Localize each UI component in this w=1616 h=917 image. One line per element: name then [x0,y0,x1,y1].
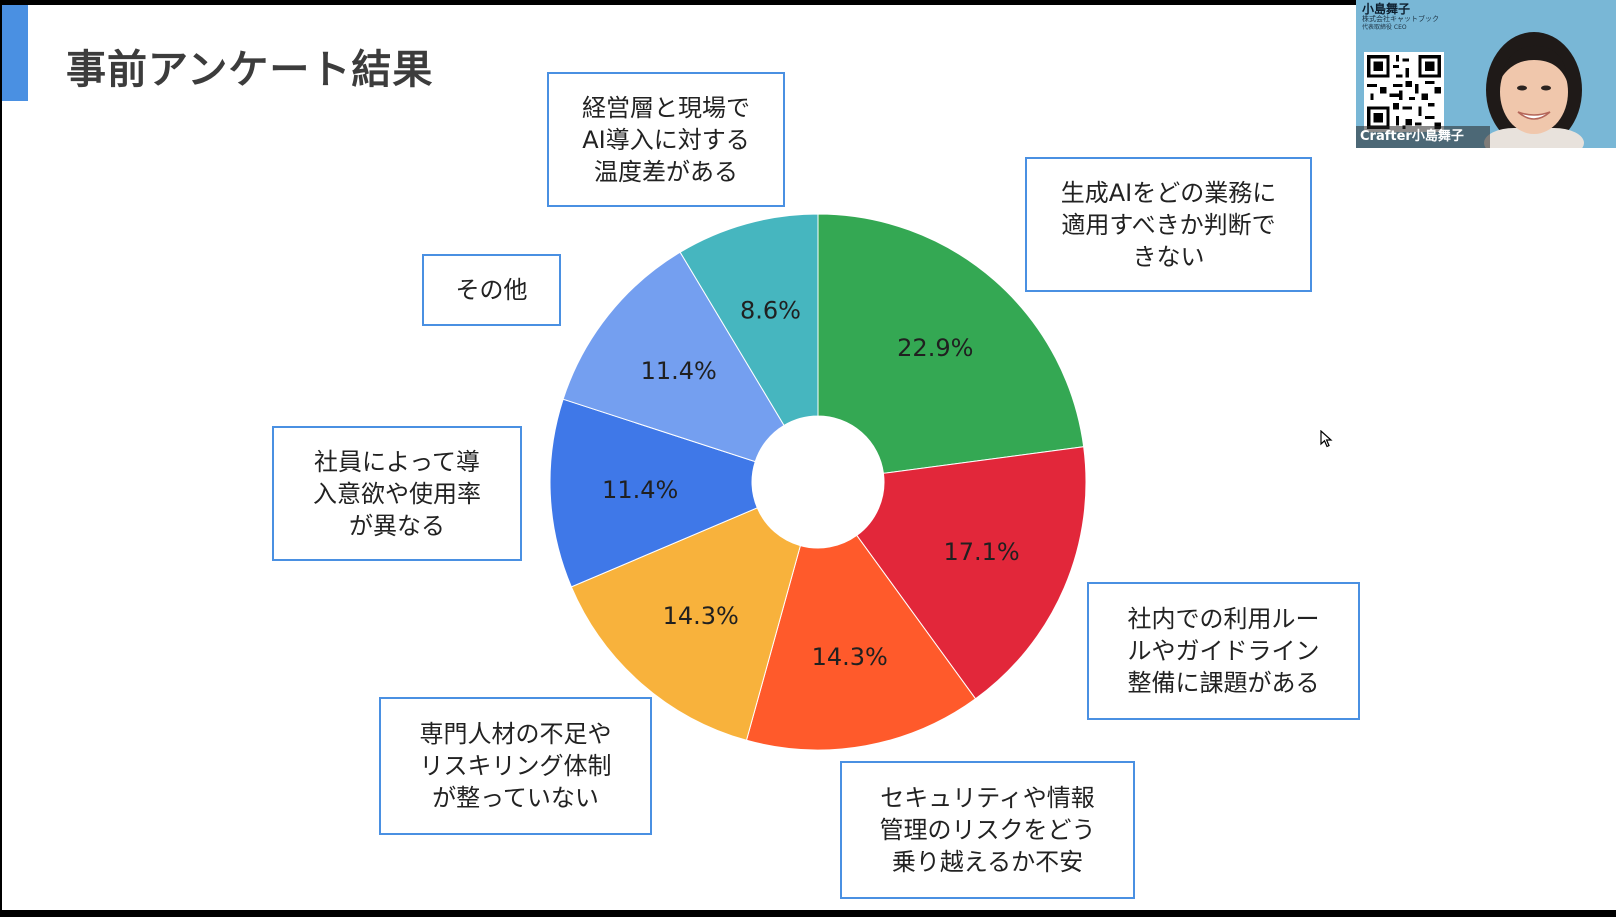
pie-slice-label-7: 8.6% [740,296,801,324]
video-company: 株式会社キャットブック [1362,15,1439,23]
callout-other: その他 [422,254,561,326]
participant-name-label: Crafter小島舞子 [1356,126,1490,148]
pie-slice-label-6: 11.4% [641,357,717,385]
pie-slice-label-5: 11.4% [602,476,678,504]
callout-executive-gap: 経営層と現場で AI導入に対する 温度差がある [547,72,785,207]
pie-slice-label-2: 17.1% [943,538,1019,566]
participant-video-tile[interactable]: 小島舞子 株式会社キャットブック 代表取締役 CEO [1356,0,1616,148]
callout-talent-shortage: 専門人材の不足や リスキリング体制 が整っていない [379,697,652,835]
callout-unsure-which-task: 生成AIをどの業務に 適用すべきか判断で きない [1025,157,1312,292]
callout-employee-variance: 社員によって導 入意欲や使用率 が異なる [272,426,522,561]
pie-slice-label-1: 22.9% [897,334,973,362]
qr-code-icon [1364,52,1444,132]
cursor-icon [1320,430,1333,448]
pie-slice-label-4: 14.3% [663,602,739,630]
slide-title: 事前アンケート結果 [66,47,434,93]
pie-chart: 22.9% 17.1% 14.3% 14.3% 11.4% 11.4% 8.6% [549,213,1087,751]
donut-hole [752,416,884,548]
avatar [1484,32,1584,148]
title-accent-bar [2,5,28,101]
pie-slice-label-3: 14.3% [812,643,888,671]
slide: 事前アンケート結果 22.9% 17.1% 14.3% 14.3% 11.4% 11.4%… [2,5,1616,910]
callout-rules-guidelines: 社内での利用ルー ルやガイドライン 整備に課題がある [1087,582,1360,720]
video-role: 代表取締役 CEO [1362,24,1407,31]
video-name-top: 小島舞子 [1362,2,1411,16]
callout-security-risk: セキュリティや情報 管理のリスクをどう 乗り越えるか不安 [840,761,1135,899]
